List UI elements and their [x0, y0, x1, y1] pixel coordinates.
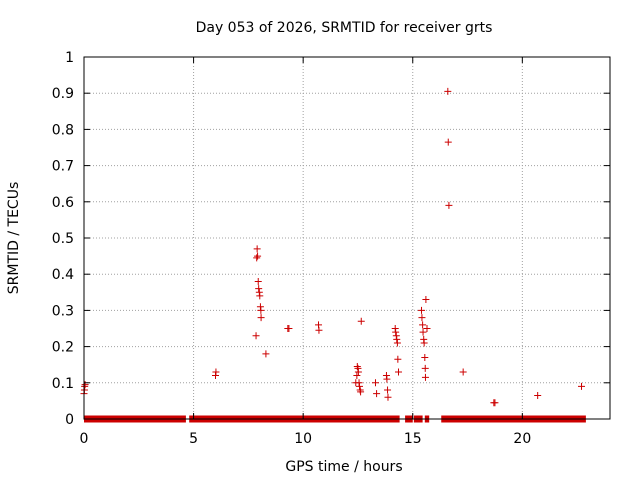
- data-point: [354, 368, 362, 376]
- data-point: [491, 399, 499, 407]
- data-point: [421, 364, 429, 372]
- data-point: [254, 277, 262, 285]
- data-point: [357, 388, 365, 396]
- chart-title: Day 053 of 2026, SRMTID for receiver grt…: [196, 20, 493, 36]
- data-point: [257, 314, 265, 322]
- y-tick-label: 0.4: [52, 267, 74, 283]
- data-point: [393, 339, 401, 347]
- data-point: [253, 254, 261, 262]
- y-tick-label: 0.7: [52, 159, 74, 175]
- y-tick-label: 1: [65, 50, 74, 66]
- x-tick-label: 15: [404, 431, 422, 447]
- y-tick-label: 0: [65, 412, 74, 428]
- data-point: [371, 379, 379, 387]
- y-tick-label: 0.9: [52, 86, 74, 102]
- data-point: [285, 325, 293, 332]
- data-point: [420, 339, 428, 347]
- data-point: [357, 317, 365, 325]
- y-tick-label: 0.5: [52, 231, 74, 247]
- x-axis-label: GPS time / hours: [285, 459, 402, 475]
- data-point: [262, 350, 270, 358]
- data-point: [418, 306, 426, 314]
- data-point: [419, 321, 427, 329]
- x-tick-label: 10: [294, 431, 312, 447]
- data-point: [444, 87, 452, 95]
- data-point: [256, 292, 264, 300]
- y-axis-label: SRMTID / TECUs: [6, 182, 22, 295]
- data-point: [353, 372, 361, 380]
- data-point: [383, 375, 391, 383]
- data-point: [257, 306, 265, 314]
- x-tick-label: 0: [80, 431, 89, 447]
- data-point: [254, 252, 262, 260]
- data-point: [315, 326, 323, 334]
- y-tick-label: 0.2: [52, 340, 74, 356]
- data-point: [419, 328, 427, 336]
- axis-ticks: 00.10.20.30.40.50.60.70.80.910 5 10 15 20: [52, 50, 610, 447]
- x-tick-label: 20: [513, 431, 531, 447]
- data-point: [534, 391, 542, 399]
- grid: [84, 57, 610, 419]
- data-point: [81, 381, 89, 389]
- y-tick-label: 0.6: [52, 195, 74, 211]
- data-point: [444, 138, 452, 146]
- data-point: [353, 363, 361, 371]
- data-point: [253, 245, 261, 253]
- y-tick-label: 0.3: [52, 303, 74, 319]
- data-point: [421, 353, 429, 361]
- data-point: [395, 368, 403, 376]
- data-point: [459, 368, 467, 376]
- data-point: [252, 332, 260, 340]
- data-point: [212, 368, 220, 376]
- data-point: [422, 296, 430, 304]
- data-point: [255, 285, 263, 293]
- data-point: [445, 201, 453, 209]
- data-point: [384, 386, 392, 394]
- data-point: [423, 325, 431, 332]
- data-point: [394, 355, 402, 363]
- data-point: [421, 373, 429, 381]
- data-point: [578, 382, 586, 390]
- y-tick-label: 0.1: [52, 376, 74, 392]
- data-point: [392, 328, 400, 336]
- data-point: [418, 314, 426, 322]
- data-point: [355, 382, 363, 390]
- data-point: [373, 390, 381, 398]
- data-point: [384, 393, 392, 401]
- y-tick-label: 0.8: [52, 122, 74, 138]
- data-point: [393, 335, 401, 343]
- data-points: [80, 87, 586, 407]
- x-tick-label: 5: [189, 431, 198, 447]
